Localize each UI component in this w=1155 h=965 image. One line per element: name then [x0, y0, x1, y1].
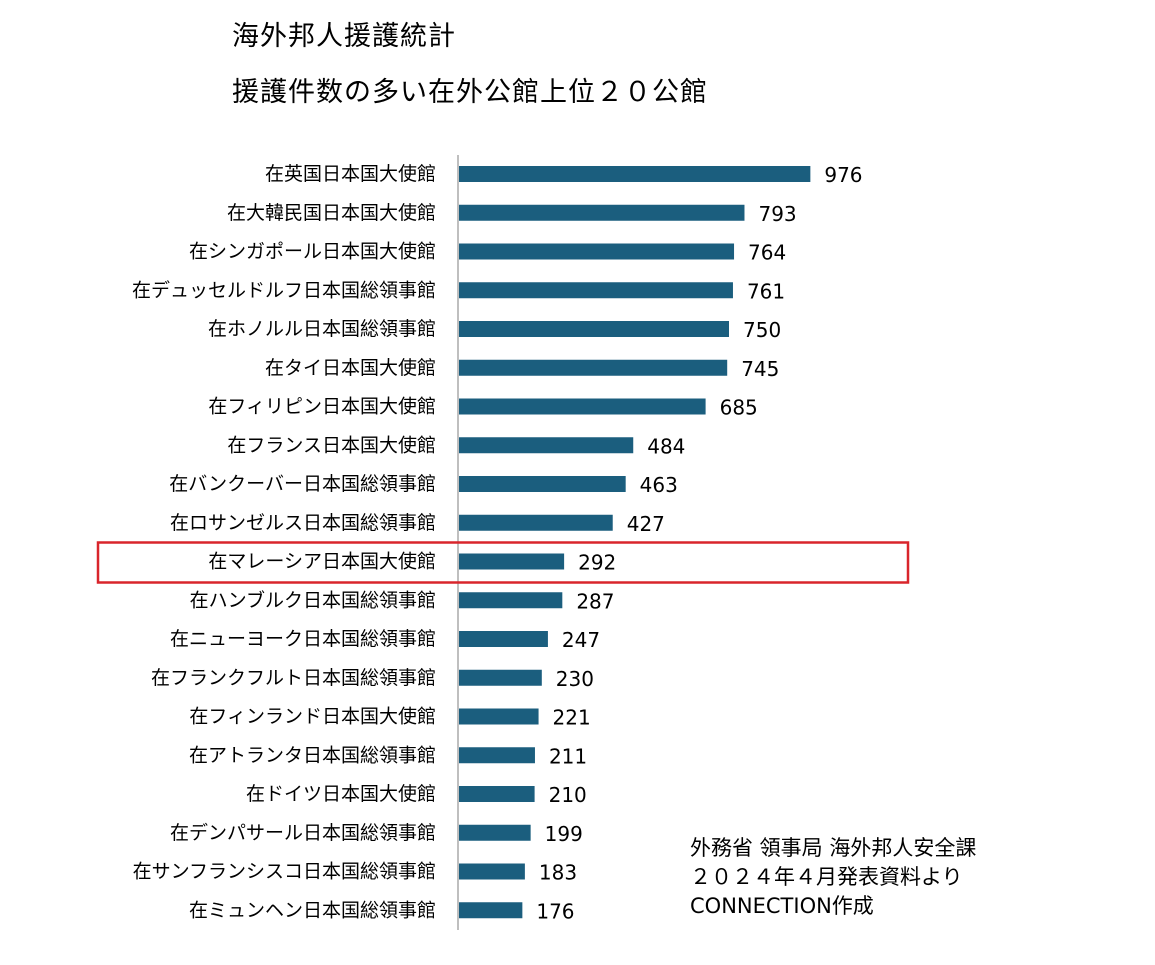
bar	[459, 514, 613, 531]
bar	[459, 824, 531, 841]
value-label: 230	[556, 667, 594, 691]
category-label: 在バンクーバー日本国総領事館	[169, 473, 436, 495]
category-label: 在デンパサール日本国総領事館	[170, 822, 436, 844]
bar	[459, 631, 548, 647]
category-label: 在シンガポール日本国大使館	[189, 241, 436, 263]
source-line-3: CONNECTION作成	[690, 894, 874, 918]
category-label: 在大韓民国日本国大使館	[227, 202, 436, 224]
chart-subtitle: 援護件数の多い在外公館上位２０公館	[232, 77, 708, 108]
category-label: 在ロサンゼルス日本国総領事館	[170, 512, 436, 534]
value-label: 750	[743, 318, 781, 342]
value-label: 463	[640, 473, 678, 497]
value-label: 199	[545, 822, 583, 846]
category-label: 在タイ日本国大使館	[265, 357, 436, 379]
bar	[459, 669, 542, 686]
value-label: 761	[747, 279, 785, 303]
chart-title: 海外邦人援護統計	[232, 21, 456, 52]
category-label: 在ハンブルク日本国総領事館	[190, 588, 436, 611]
value-label: 745	[741, 357, 779, 381]
bar	[459, 204, 745, 221]
value-label: 247	[562, 628, 600, 652]
category-label: 在フィンランド日本国大使館	[189, 706, 436, 728]
bar	[459, 282, 733, 299]
source-line-2: ２０２４年４月発表資料より	[690, 865, 963, 889]
value-label: 211	[549, 744, 587, 768]
value-label: 210	[549, 783, 587, 807]
category-label: 在ミュンヘン日本国総領事館	[189, 899, 436, 921]
bar	[459, 553, 565, 570]
value-label: 292	[578, 551, 616, 575]
bar	[459, 437, 634, 454]
value-label: 427	[627, 512, 665, 536]
bar	[459, 708, 539, 725]
bar	[459, 243, 735, 260]
category-label: 在デュッセルドルフ日本国総領事館	[132, 279, 436, 301]
category-label: 在ドイツ日本国大使館	[246, 783, 436, 805]
value-label: 183	[539, 861, 577, 885]
category-label: 在ホノルル日本国総領事館	[208, 318, 436, 340]
value-label: 221	[553, 706, 591, 730]
bar	[459, 747, 535, 764]
value-label: 793	[758, 202, 796, 226]
category-label: 在ニューヨーク日本国総領事館	[170, 628, 436, 650]
bar	[459, 863, 525, 880]
value-label: 976	[824, 163, 862, 187]
value-label: 176	[536, 899, 574, 923]
source-note: 外務省 領事局 海外邦人安全課 ２０２４年４月発表資料より CONNECTION…	[690, 834, 976, 921]
bar	[459, 476, 626, 492]
bar	[459, 398, 706, 415]
category-label: 在アトランタ日本国総領事館	[189, 744, 436, 766]
category-label: 在フランクフルト日本国総領事館	[151, 667, 436, 689]
category-label: 在フランス日本国大使館	[227, 434, 436, 456]
value-label: 685	[720, 396, 758, 420]
category-label: 在マレーシア日本国大使館	[208, 551, 436, 573]
bar	[459, 902, 523, 919]
bar	[459, 786, 535, 802]
value-label: 287	[576, 589, 614, 613]
category-label: 在サンフランシスコ日本国総領事館	[133, 861, 436, 883]
bar	[459, 359, 728, 376]
category-label: 在フィリピン日本国大使館	[208, 396, 436, 418]
bar	[459, 166, 811, 182]
highlight-box	[96, 541, 910, 584]
bar	[459, 592, 563, 609]
value-label: 484	[647, 434, 685, 458]
category-label: 在英国日本国大使館	[265, 163, 436, 185]
bar	[459, 321, 729, 337]
value-label: 764	[748, 241, 786, 265]
source-line-1: 外務省 領事局 海外邦人安全課	[690, 836, 977, 860]
